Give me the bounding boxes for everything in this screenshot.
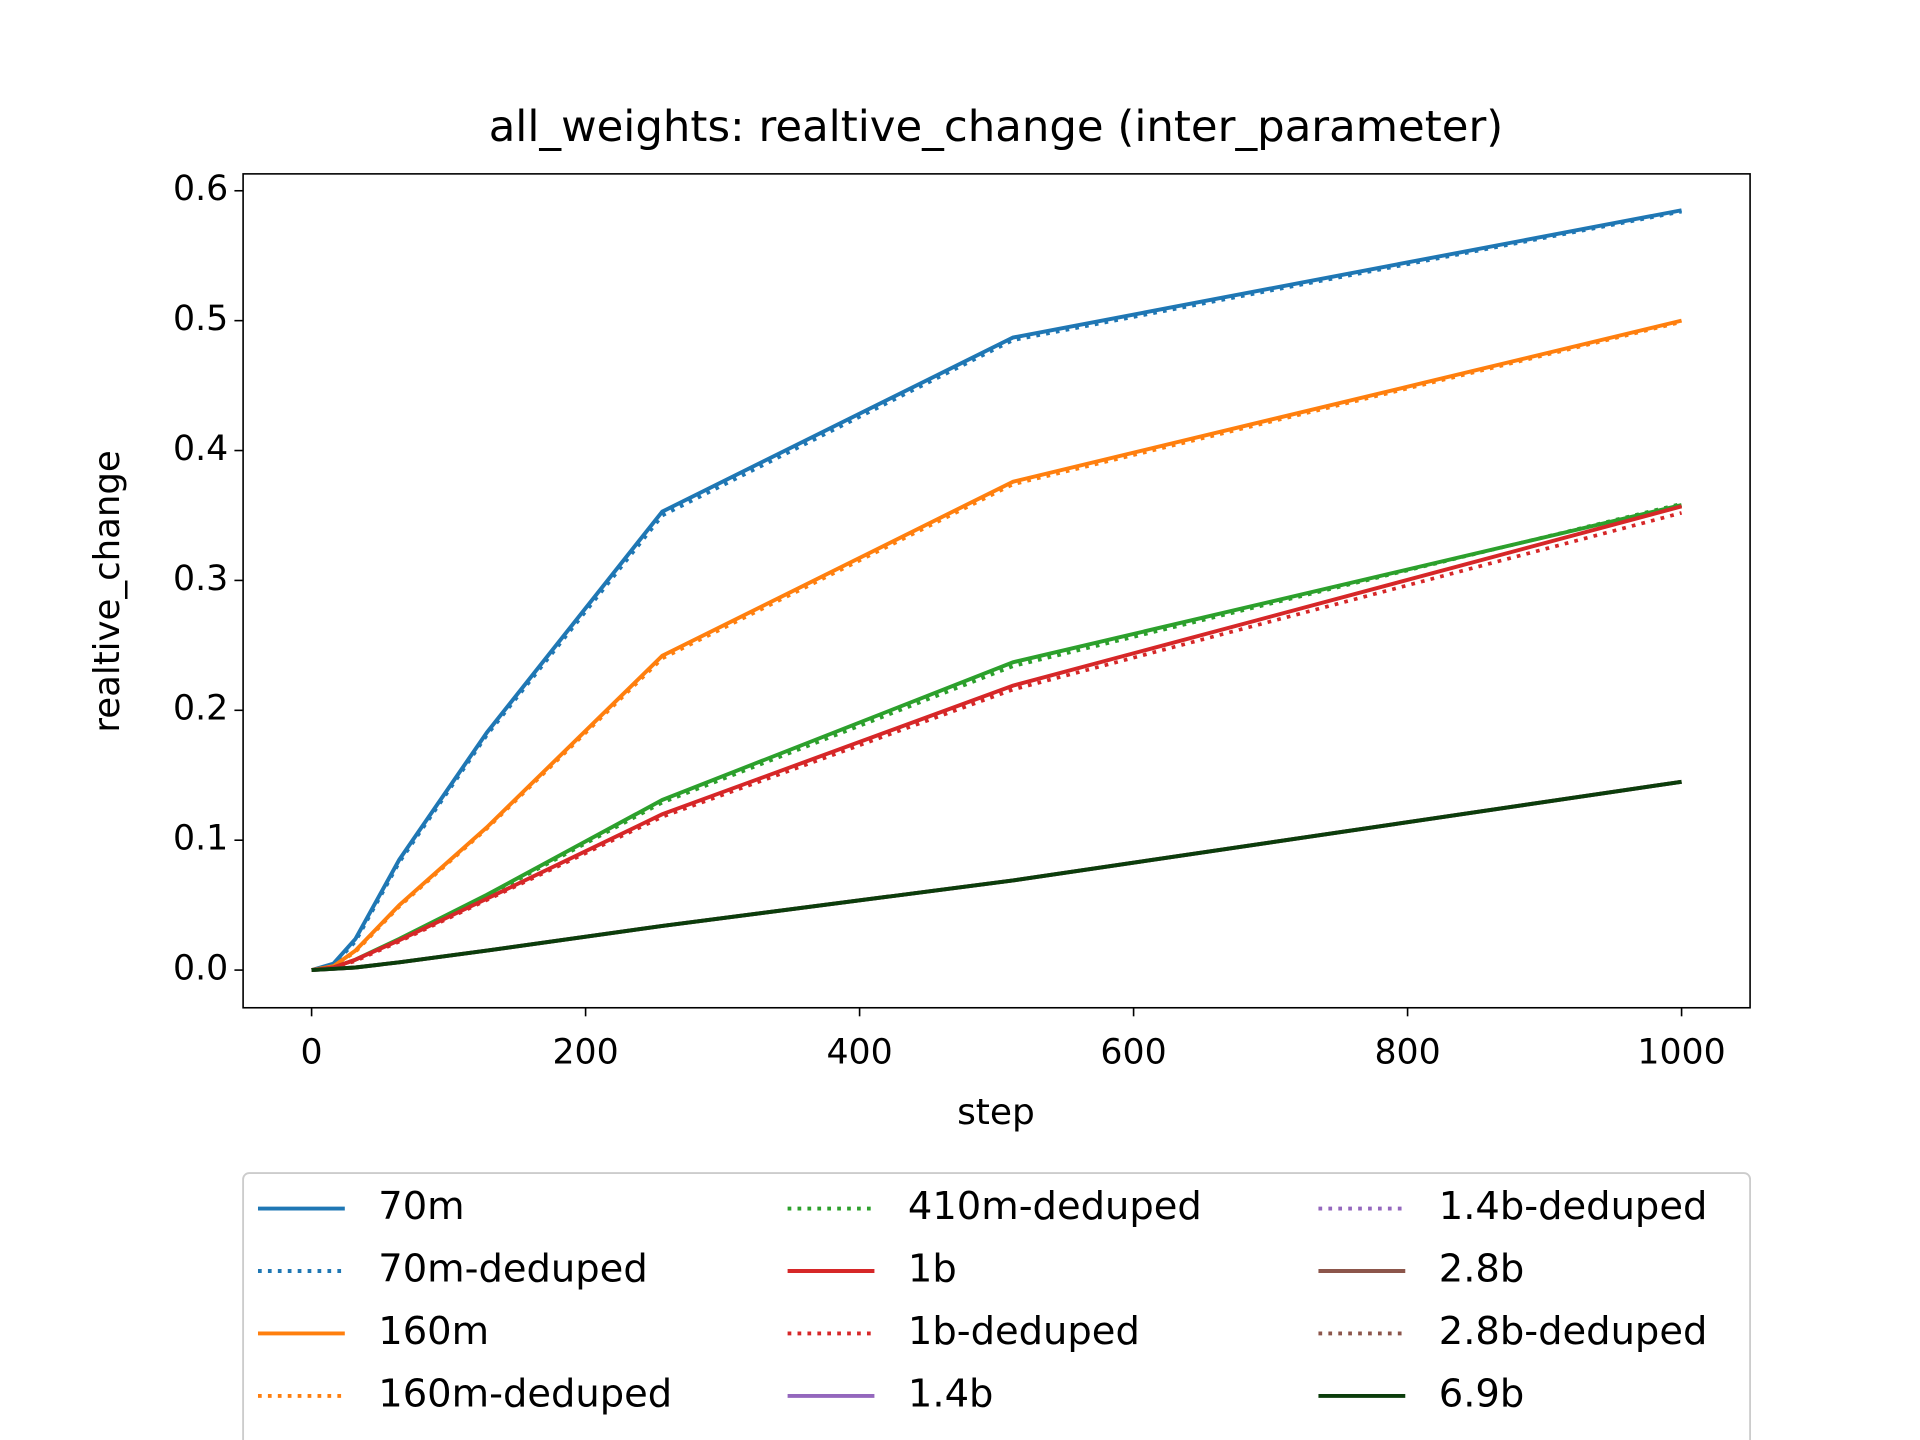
x-tick-label: 600 [1100, 1033, 1166, 1073]
x-tick-label: 0 [301, 1033, 323, 1073]
legend-label: 70m-deduped [378, 1248, 647, 1292]
series-line [311, 504, 1683, 973]
y-axis-label: realtive_change [87, 450, 128, 732]
x-axis-label: step [957, 1092, 1035, 1133]
series-line [311, 318, 1683, 973]
legend-label: 1b [908, 1248, 957, 1292]
legend-label: 1b-deduped [908, 1310, 1140, 1354]
series-line [311, 779, 1682, 972]
legend-label: 70m [378, 1185, 464, 1229]
series-line [311, 511, 1683, 972]
series-line [311, 208, 1682, 972]
chart-title: all_weights: realtive_change (inter_para… [489, 102, 1504, 152]
legend-label: 1.4b-deduped [1439, 1185, 1708, 1229]
legend-label: 2.8b-deduped [1439, 1310, 1708, 1354]
x-tick-label: 200 [552, 1033, 618, 1073]
x-tick-label: 1000 [1637, 1033, 1725, 1073]
y-tick-label: 0.2 [173, 689, 228, 729]
series-line [311, 779, 1682, 973]
legend-label: 1.4b [908, 1373, 994, 1417]
series-line [311, 779, 1682, 973]
y-tick-label: 0.0 [173, 949, 228, 989]
legend-label: 160m [378, 1310, 489, 1354]
y-tick-label: 0.1 [173, 819, 228, 859]
legend-label: 6.9b [1439, 1373, 1525, 1417]
series-line [311, 502, 1683, 972]
y-tick-label: 0.3 [173, 559, 228, 599]
series-line [311, 503, 1683, 973]
plot-frame [242, 173, 1751, 1009]
y-tick-label: 0.4 [173, 429, 228, 469]
legend-label: 410m-deduped [908, 1185, 1202, 1229]
legend-label: 2.8b [1439, 1248, 1525, 1292]
x-tick-label: 400 [826, 1033, 892, 1073]
series-line [311, 779, 1682, 972]
series-line [311, 320, 1683, 972]
y-tick-label: 0.5 [173, 299, 228, 339]
y-tick-label: 0.6 [173, 169, 228, 209]
series-line [311, 779, 1682, 973]
legend-box [242, 1172, 1752, 1440]
series-line [311, 209, 1682, 972]
x-tick-label: 800 [1374, 1033, 1440, 1073]
legend-label: 160m-deduped [378, 1373, 672, 1417]
